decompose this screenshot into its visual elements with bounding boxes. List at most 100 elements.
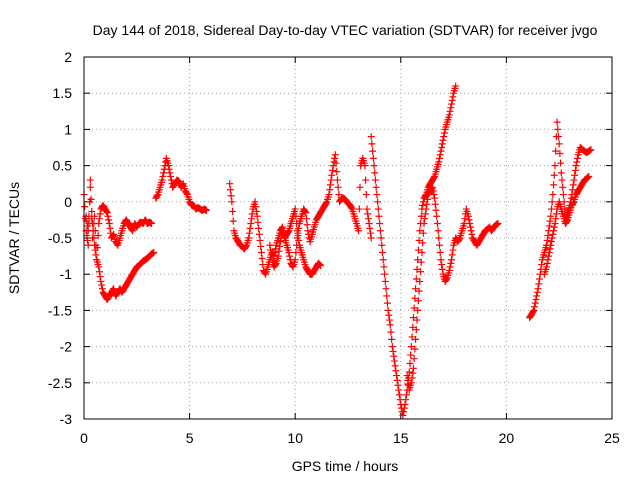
data-point [381,270,389,278]
data-point [411,345,419,353]
data-point [258,255,266,263]
data-point [242,242,250,250]
data-point [430,191,438,199]
data-point [554,133,562,141]
data-point [245,229,253,237]
x-axis-label: GPS time / hours [292,458,399,474]
data-point [95,220,103,228]
data-point [403,372,411,380]
data-point [86,183,94,191]
data-point [85,212,93,220]
data-point [550,171,558,179]
data-point [363,205,371,213]
data-point [267,246,275,254]
data-point [98,285,106,293]
data-point [447,104,455,112]
data-point [378,248,386,256]
data-point [420,220,428,228]
data-point [304,227,312,235]
data-point [106,224,114,232]
data-point [384,306,392,314]
x-tick-label: 25 [604,430,620,446]
data-point [553,118,561,126]
data-point [387,328,395,336]
data-point [374,205,382,213]
data-point [367,229,375,237]
data-point [356,183,364,191]
data-point [585,172,593,180]
data-point [546,245,554,253]
data-point [229,207,237,215]
data-point [256,236,264,244]
data-point [390,357,398,365]
data-point [557,169,565,177]
data-point [438,144,446,151]
data-point [409,314,417,322]
data-point [393,376,401,384]
data-point [128,226,136,234]
data-point [376,220,384,228]
data-point [293,234,301,242]
data-point [449,93,457,101]
data-point [335,191,343,199]
data-point [430,174,438,182]
data-point [226,186,234,194]
data-point [394,381,402,389]
data-point [165,165,173,173]
data-point [245,234,253,242]
data-point [254,218,262,226]
x-tick-label: 10 [287,430,303,446]
data-point [90,234,98,242]
data-point [226,180,234,188]
data-point [465,216,473,224]
data-point [412,285,420,293]
data-point [547,212,555,220]
data-point [227,192,235,200]
data-point [257,248,265,256]
data-point [413,316,421,324]
data-point [414,246,422,254]
data-point [164,162,172,170]
data-point [438,140,446,148]
data-point [183,189,191,197]
data-point [391,362,399,370]
data-point [545,248,553,256]
data-point [552,215,560,223]
data-points [80,82,595,419]
data-point [293,241,301,249]
data-point [433,220,441,228]
data-point [103,209,111,217]
data-point [551,162,559,170]
data-point [587,146,595,154]
data-point [417,258,425,266]
data-point [302,209,310,217]
data-point [543,259,551,267]
data-point [421,210,429,218]
tick-labels: 0 5 10 15 20 25 2 1.5 1 0.5 0 -0.5 -1 -1.5 -2 -2.5 -3 [48,49,620,446]
data-point [415,287,423,295]
chart-title: Day 144 of 2018, Sidereal Day-to-day VTE… [93,22,598,38]
data-point [372,183,380,191]
data-point [81,203,89,211]
data-point [533,292,541,300]
data-point [374,198,382,206]
data-point [405,368,413,376]
data-point [113,240,121,248]
data-point [84,241,92,249]
data-point [366,224,374,232]
data-point [419,239,427,247]
data-point [535,275,543,283]
y-tick-label: -3 [60,411,73,427]
data-point [386,321,394,329]
data-point [98,281,106,289]
data-point [368,140,376,148]
data-point [364,215,372,223]
data-point [455,235,463,243]
data-point [389,347,397,355]
data-point [326,186,334,194]
data-point [545,252,553,260]
data-point [569,199,577,207]
data-point [410,355,418,363]
data-point [543,263,551,271]
data-point [419,229,427,237]
